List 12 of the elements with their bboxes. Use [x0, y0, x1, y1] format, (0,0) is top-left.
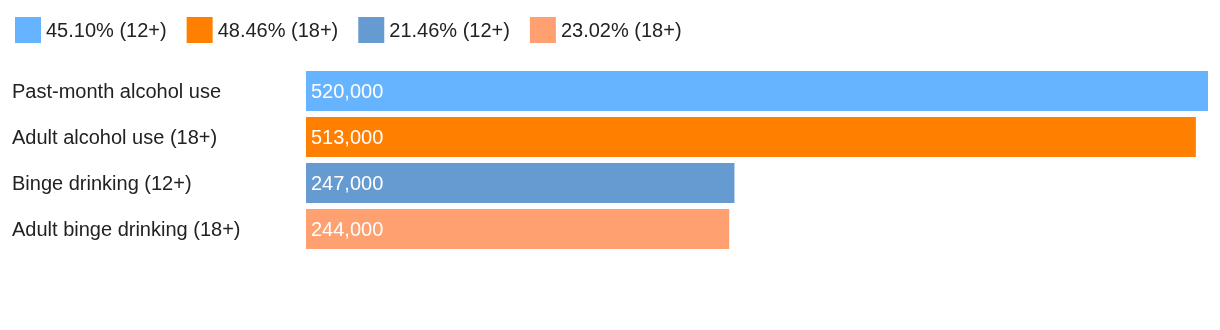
- y-tick-label: Past-month alcohol use: [12, 80, 222, 102]
- data-label: 513,000: [311, 126, 384, 148]
- legend-label: 23.02% (18+): [560, 19, 682, 41]
- legend-label: 21.46% (12+): [389, 19, 510, 41]
- y-tick-label: Adult binge drinking (18+): [12, 218, 241, 240]
- y-tick-label: Adult alcohol use (18+): [12, 126, 218, 148]
- data-label: 520,000: [311, 80, 384, 102]
- data-label: 247,000: [311, 172, 384, 194]
- legend-label: 48.46% (18+): [217, 19, 339, 41]
- legend-label: 45.10% (12+): [46, 19, 167, 41]
- data-label: 244,000: [311, 218, 384, 240]
- y-tick-label: Binge drinking (12+): [12, 172, 192, 194]
